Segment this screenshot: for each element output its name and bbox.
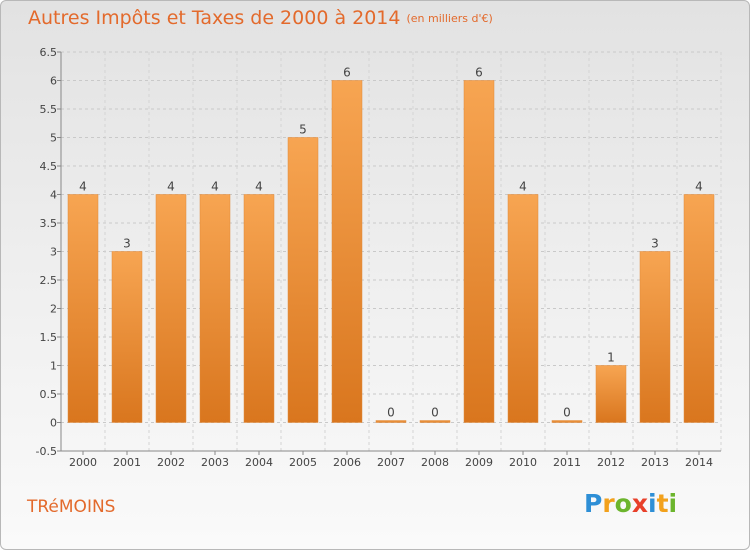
data-label: 4 (695, 180, 703, 194)
y-tick-label: 5.5 (40, 103, 58, 116)
data-label: 0 (431, 406, 439, 420)
x-tick-label: 2003 (201, 456, 229, 469)
bar-2014[interactable] (683, 194, 715, 423)
data-label: 4 (255, 180, 263, 194)
data-label: 3 (123, 237, 131, 251)
data-label: 4 (519, 180, 527, 194)
commune-name: TRéMOINS (27, 497, 116, 517)
x-tick-label: 2000 (69, 456, 97, 469)
logo-letter: i (648, 489, 657, 518)
data-label: 0 (387, 406, 395, 420)
x-tick-label: 2012 (597, 456, 625, 469)
logo-letter: t (656, 489, 669, 518)
y-tick-label: 4 (50, 189, 57, 202)
data-label: 4 (211, 180, 219, 194)
chart-title: Autres Impôts et Taxes de 2000 à 2014 (en… (28, 7, 493, 29)
x-tick-label: 2005 (289, 456, 317, 469)
x-tick-label: 2009 (465, 456, 493, 469)
y-tick-label: 3.5 (40, 217, 58, 230)
data-label: 6 (343, 66, 351, 80)
y-tick-label: 6.5 (40, 46, 58, 59)
bar-2013[interactable] (639, 251, 671, 423)
data-label: 4 (79, 180, 87, 194)
y-tick-label: 0.5 (40, 388, 58, 401)
chart-unit: (en milliers d'€) (406, 12, 493, 25)
logo-letter: o (614, 489, 632, 518)
bar-2006[interactable] (331, 80, 363, 423)
x-tick-label: 2007 (377, 456, 405, 469)
x-tick-label: 2008 (421, 456, 449, 469)
x-tick-label: 2011 (553, 456, 581, 469)
y-tick-label: 1 (50, 360, 57, 373)
x-tick-label: 2010 (509, 456, 537, 469)
x-tick-label: 2001 (113, 456, 141, 469)
data-label: 1 (607, 351, 615, 365)
x-tick-label: 2002 (157, 456, 185, 469)
y-tick-label: 6 (50, 75, 57, 88)
y-tick-label: -0.5 (36, 445, 57, 458)
data-label: 4 (167, 180, 175, 194)
y-tick-label: 2 (50, 303, 57, 316)
logo-letter: P (584, 489, 603, 518)
data-label: 5 (299, 123, 307, 137)
data-labels: 4 3 4 4 4 5 6 0 0 6 4 0 1 3 4 (79, 66, 703, 420)
bar-2001[interactable] (111, 251, 143, 423)
x-tick-label: 2006 (333, 456, 361, 469)
bar-2012[interactable] (595, 365, 627, 423)
bar-2005[interactable] (287, 137, 319, 423)
y-tick-label: 3 (50, 246, 57, 259)
logo-letter: r (602, 489, 615, 518)
x-tick-label: 2013 (641, 456, 669, 469)
bars (67, 80, 715, 423)
bar-2000[interactable] (67, 194, 99, 423)
y-tick-label: 0 (50, 417, 57, 430)
data-label: 3 (651, 237, 659, 251)
logo-letter: i (668, 489, 678, 518)
y-tick-label: 4.5 (40, 160, 58, 173)
bar-2004[interactable] (243, 194, 275, 423)
data-label: 0 (563, 406, 571, 420)
bar-2002[interactable] (155, 194, 187, 423)
proxiti-logo[interactable]: Proxiti (584, 489, 677, 518)
y-tick-label: 2.5 (40, 274, 58, 287)
bar-2007[interactable] (375, 420, 407, 423)
data-label: 6 (475, 66, 483, 80)
bar-2010[interactable] (507, 194, 539, 423)
chart-title-text: Autres Impôts et Taxes de 2000 à 2014 (28, 7, 401, 29)
x-tick-label: 2004 (245, 456, 273, 469)
y-tick-label: 1.5 (40, 331, 58, 344)
x-tick-label: 2014 (685, 456, 713, 469)
axes: -0.5 0 0.5 1 1.5 2 2.5 3 3.5 4 4.5 5 5.5 6 6.5 2000 2001… (36, 46, 721, 469)
logo-letter: x (631, 489, 648, 518)
bar-2008[interactable] (419, 420, 451, 423)
bar-2009[interactable] (463, 80, 495, 423)
bar-2003[interactable] (199, 194, 231, 423)
y-tick-label: 5 (50, 132, 57, 145)
bar-2011[interactable] (551, 420, 583, 423)
